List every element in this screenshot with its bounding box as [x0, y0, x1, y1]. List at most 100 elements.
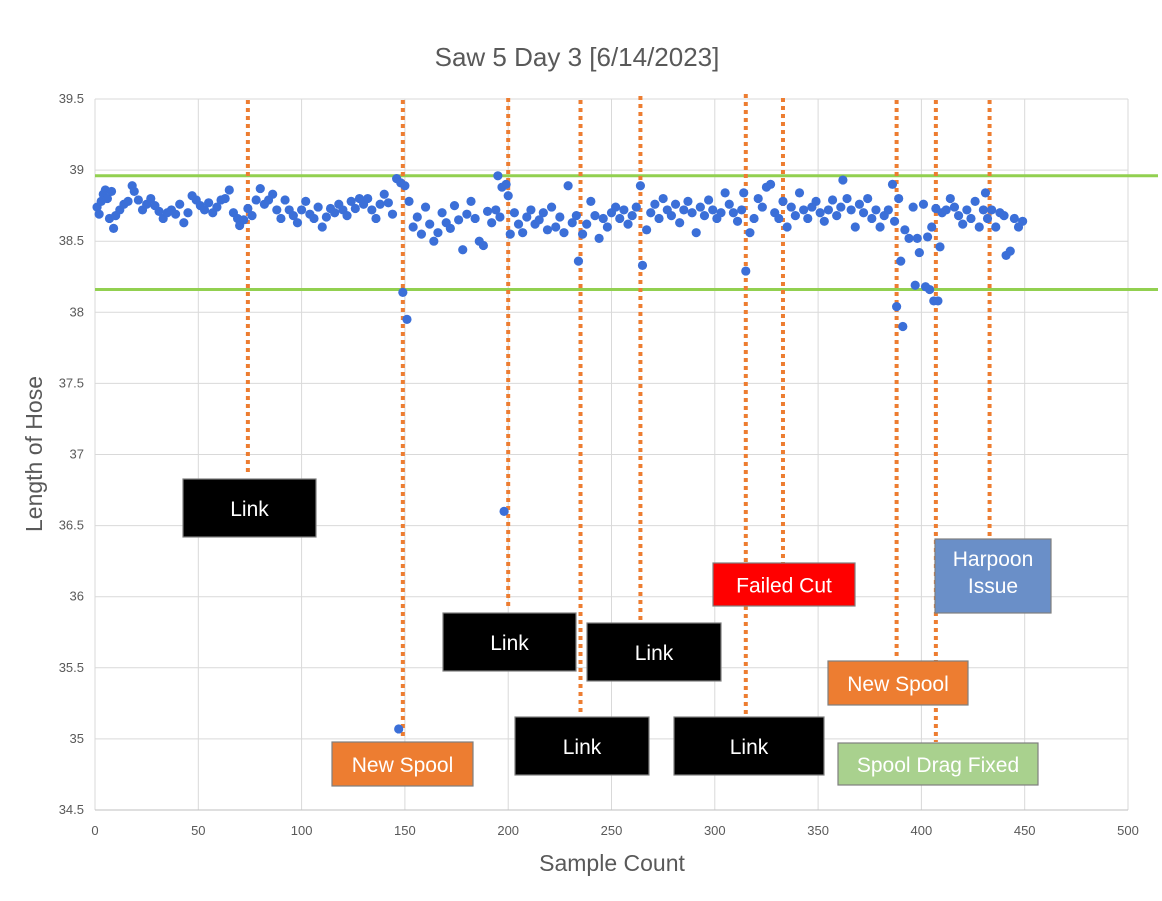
- data-point: [827, 195, 838, 205]
- y-tick-label: 37.5: [59, 375, 84, 390]
- data-point: [342, 211, 352, 221]
- data-point: [642, 225, 652, 235]
- data-point: [774, 213, 784, 224]
- data-point: [280, 195, 290, 205]
- x-tick-label: 250: [601, 823, 623, 838]
- data-point: [654, 213, 664, 224]
- data-point: [175, 199, 185, 209]
- data-point: [790, 211, 800, 221]
- annotation-label: Link: [730, 736, 769, 759]
- annotation-label: Link: [230, 498, 269, 521]
- data-point: [598, 213, 608, 224]
- y-tick-label: 38.5: [59, 233, 84, 248]
- data-point: [522, 212, 532, 222]
- data-point: [699, 211, 710, 221]
- data-point: [179, 218, 189, 228]
- data-point: [394, 724, 404, 734]
- data-point: [732, 216, 743, 226]
- data-point: [912, 233, 922, 243]
- data-point: [526, 205, 536, 215]
- data-point: [297, 205, 307, 215]
- data-point: [823, 205, 834, 215]
- data-point: [819, 216, 829, 226]
- limit-lines: [95, 174, 1158, 292]
- annotation-bg: [331, 741, 474, 787]
- data-point: [602, 222, 612, 232]
- data-point: [850, 222, 860, 232]
- data-point: [883, 205, 893, 215]
- data-point: [313, 202, 323, 212]
- data-point: [458, 245, 468, 255]
- data-point: [404, 196, 414, 206]
- data-point: [838, 175, 848, 185]
- data-point: [949, 202, 960, 212]
- data-point: [658, 193, 668, 204]
- annotations: Link New Spool Link Link Link Link Failed Cut N…: [182, 478, 1052, 787]
- data-point: [623, 219, 633, 229]
- data-point: [894, 193, 904, 204]
- data-point: [387, 209, 398, 219]
- data-point: [908, 202, 918, 212]
- data-point: [402, 314, 412, 325]
- data-point: [586, 196, 596, 206]
- data-point: [887, 179, 898, 189]
- data-point: [803, 213, 813, 224]
- data-point: [832, 211, 842, 221]
- data-point: [154, 206, 164, 216]
- annotation-bg: [827, 660, 969, 706]
- annotation-label: Issue: [968, 575, 1018, 598]
- event-lines: [245, 94, 992, 742]
- x-tick-label: 450: [1014, 823, 1036, 838]
- annotation-bg: [442, 612, 577, 672]
- data-point: [204, 198, 214, 208]
- data-point: [974, 222, 984, 232]
- data-point: [842, 193, 852, 204]
- data-point: [958, 219, 968, 229]
- data-point: [687, 208, 697, 218]
- annotation-bg: [182, 478, 317, 538]
- data-point: [799, 205, 809, 215]
- data-point: [590, 211, 600, 221]
- data-point: [927, 222, 937, 232]
- x-tick-label: 350: [807, 823, 829, 838]
- data-point: [991, 222, 1001, 232]
- x-tick-label: 500: [1117, 823, 1139, 838]
- data-point: [794, 188, 805, 198]
- data-point: [482, 206, 493, 216]
- data-point: [615, 213, 625, 224]
- data-point: [987, 205, 997, 215]
- data-point: [691, 228, 701, 238]
- data-point: [863, 193, 873, 204]
- data-point: [503, 191, 513, 201]
- data-point: [933, 296, 943, 306]
- annotation-box: Failed Cut: [712, 562, 856, 607]
- data-point: [170, 209, 181, 219]
- data-point: [470, 213, 480, 224]
- data-point: [505, 229, 515, 239]
- y-axis-label: Length of Hose: [21, 376, 47, 532]
- data-point: [220, 193, 230, 204]
- data-point: [398, 287, 408, 297]
- data-point: [301, 196, 311, 206]
- data-point: [371, 213, 381, 224]
- data-point: [350, 203, 360, 214]
- y-tick-label: 38: [70, 304, 84, 319]
- annotation-box: New Spool: [331, 741, 474, 787]
- data-point: [646, 208, 656, 218]
- data-point: [679, 205, 689, 215]
- data-point: [914, 247, 924, 258]
- data-point: [571, 211, 581, 221]
- x-tick-label: 150: [394, 823, 416, 838]
- data-point: [720, 188, 730, 198]
- data-point: [94, 209, 104, 219]
- data-point: [433, 228, 443, 238]
- data-point: [379, 189, 389, 199]
- annotation-box: Link: [514, 716, 650, 776]
- data-point: [708, 205, 718, 215]
- data-point: [224, 185, 234, 195]
- x-axis-label: Sample Count: [539, 850, 685, 876]
- gridlines: [94, 98, 1129, 811]
- data-point: [309, 213, 319, 224]
- data-point: [811, 196, 821, 206]
